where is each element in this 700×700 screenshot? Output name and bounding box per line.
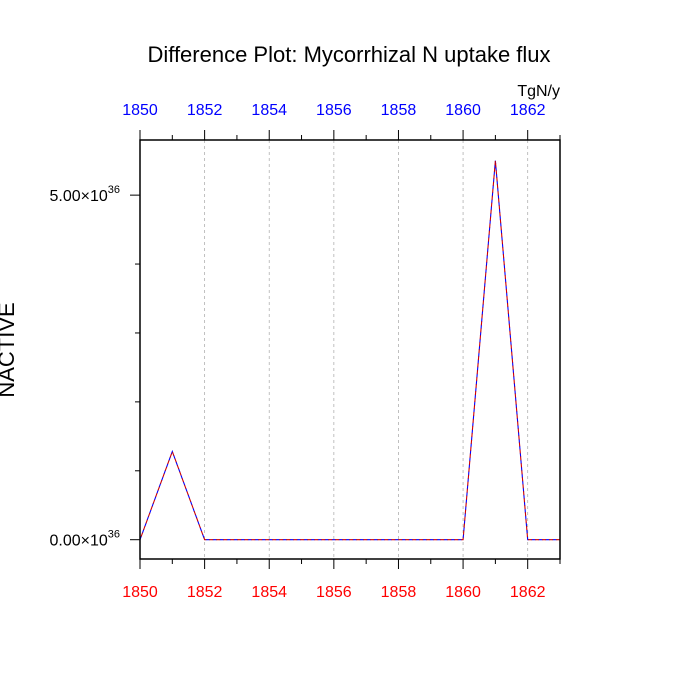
x-tick-label-top: 1852 [187,102,223,119]
x-tick-label-bottom: 1862 [510,584,546,601]
x-tick-label-bottom: 1854 [251,584,287,601]
units-label: TgN/y [517,83,560,100]
y-tick-times: ×10 [81,533,108,550]
gridlines [139,140,529,559]
series-line-1 [139,160,560,541]
x-tick-label-top: 1856 [316,102,352,119]
y-tick-label: 0.00×1036 [49,529,120,550]
y-tick-times: ×10 [81,188,108,205]
x-tick-label-bottom: 1856 [316,584,352,601]
series-lines [139,160,560,541]
y-tick-label: 5.00×1036 [49,184,120,205]
axis-ticks [130,130,561,569]
chart-title: Difference Plot: Mycorrhizal N uptake fl… [147,42,550,67]
plot-frame [139,139,561,560]
x-tick-label-bottom: 1860 [445,584,481,601]
x-tick-label-top: 1862 [510,102,546,119]
x-tick-label-top: 1858 [381,102,417,119]
y-tick-mantissa: 0.00 [49,533,80,550]
x-tick-label-top: 1854 [251,102,287,119]
x-tick-label-top: 1850 [122,102,158,119]
y-tick-exponent: 36 [108,529,120,541]
x-tick-label-top: 1860 [445,102,481,119]
x-tick-label-bottom: 1850 [122,584,158,601]
x-tick-label-bottom: 1852 [187,584,223,601]
y-tick-exponent: 36 [108,184,120,196]
series-line-2 [139,160,560,541]
y-tick-mantissa: 5.00 [49,188,80,205]
x-tick-label-bottom: 1858 [381,584,417,601]
y-axis-label: NACTIVE [0,302,19,397]
tick-labels: 1850 1850 1852 1852 1854 1854 1856 1856 1858 1858… [49,102,545,601]
